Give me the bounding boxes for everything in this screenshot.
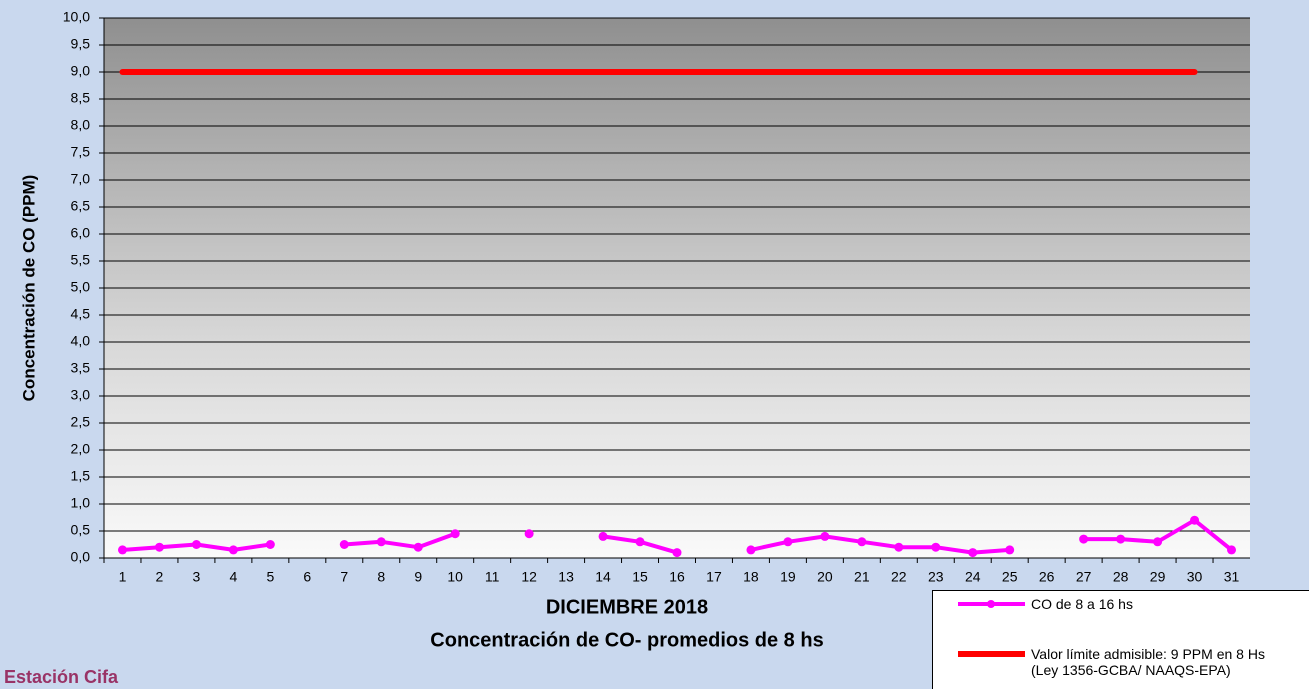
point [894, 543, 903, 552]
point [1190, 516, 1199, 525]
y-tick-label: 1,5 [71, 468, 91, 484]
point [525, 529, 534, 538]
y-tick-label: 7,5 [71, 144, 91, 160]
point [746, 545, 755, 554]
point [673, 548, 682, 557]
point [229, 545, 238, 554]
y-tick-label: 10,0 [63, 9, 90, 25]
point [340, 540, 349, 549]
x-tick-label: 3 [193, 569, 201, 585]
point [931, 543, 940, 552]
y-tick-label: 8,0 [71, 117, 91, 133]
x-tick-label: 31 [1224, 569, 1240, 585]
x-tick-label: 15 [632, 569, 648, 585]
point [820, 532, 829, 541]
point [377, 537, 386, 546]
chart-title: DICIEMBRE 2018 [546, 596, 708, 618]
point [266, 540, 275, 549]
point [451, 529, 460, 538]
legend-label: CO de 8 a 16 hs [1031, 596, 1133, 612]
y-tick-label: 9,0 [71, 63, 91, 79]
x-tick-label: 28 [1113, 569, 1129, 585]
x-tick-label: 12 [521, 569, 537, 585]
y-tick-label: 2,0 [71, 441, 91, 457]
y-tick-label: 0,5 [71, 522, 91, 538]
x-tick-label: 18 [743, 569, 759, 585]
x-tick-label: 1 [119, 569, 127, 585]
y-tick-label: 3,0 [71, 387, 91, 403]
point [1116, 535, 1125, 544]
point [1227, 545, 1236, 554]
point [1005, 545, 1014, 554]
y-tick-label: 4,0 [71, 333, 91, 349]
y-tick-label: 3,5 [71, 360, 91, 376]
point [1153, 537, 1162, 546]
annotation: Estación Cifa [4, 667, 119, 687]
y-tick-label: 6,5 [71, 198, 91, 214]
y-tick-label: 1,0 [71, 495, 91, 511]
chart-subtitle: Concentración de CO- promedios de 8 hs [430, 629, 823, 651]
legend-label: Valor límite admisible: 9 PPM en 8 Hs (L… [1031, 646, 1265, 678]
y-tick-label: 5,0 [71, 279, 91, 295]
page: DICIEMBRE 2018 Concentración de CO- prom… [0, 0, 1309, 689]
x-tick-label: 7 [340, 569, 348, 585]
y-tick-label: 8,5 [71, 90, 91, 106]
point [414, 543, 423, 552]
y-tick-label: 7,0 [71, 171, 91, 187]
x-tick-label: 20 [817, 569, 833, 585]
x-tick-label: 23 [928, 569, 944, 585]
y-tick-label: 9,5 [71, 36, 91, 52]
y-tick-label: 4,5 [71, 306, 91, 322]
y-axis-label: Concentración de CO (PPM) [19, 175, 38, 402]
x-tick-label: 19 [780, 569, 796, 585]
x-tick-label: 2 [156, 569, 164, 585]
x-tick-label: 30 [1187, 569, 1203, 585]
x-tick-label: 9 [414, 569, 422, 585]
x-tick-label: 21 [854, 569, 870, 585]
x-tick-label: 13 [558, 569, 574, 585]
x-tick-label: 11 [485, 569, 500, 585]
x-tick-label: 27 [1076, 569, 1092, 585]
point [968, 548, 977, 557]
x-tick-label: 14 [595, 569, 611, 585]
point [118, 545, 127, 554]
legend-marker [987, 600, 995, 608]
x-tick-label: 4 [229, 569, 237, 585]
point [1079, 535, 1088, 544]
y-tick-label: 2,5 [71, 414, 91, 430]
point [857, 537, 866, 546]
point [636, 537, 645, 546]
x-tick-label: 17 [706, 569, 722, 585]
point [192, 540, 201, 549]
x-tick-label: 24 [965, 569, 981, 585]
x-tick-label: 10 [447, 569, 463, 585]
point [155, 543, 164, 552]
x-tick-label: 22 [891, 569, 907, 585]
x-tick-label: 16 [669, 569, 685, 585]
x-tick-label: 8 [377, 569, 385, 585]
x-tick-label: 5 [266, 569, 274, 585]
x-tick-label: 25 [1002, 569, 1018, 585]
y-tick-label: 0,0 [71, 549, 91, 565]
point [599, 532, 608, 541]
y-tick-label: 6,0 [71, 225, 91, 241]
chart: DICIEMBRE 2018 Concentración de CO- prom… [0, 0, 1309, 689]
y-tick-label: 5,5 [71, 252, 91, 268]
x-tick-label: 6 [303, 569, 311, 585]
x-tick-label: 29 [1150, 569, 1166, 585]
point [783, 537, 792, 546]
x-tick-label: 26 [1039, 569, 1055, 585]
